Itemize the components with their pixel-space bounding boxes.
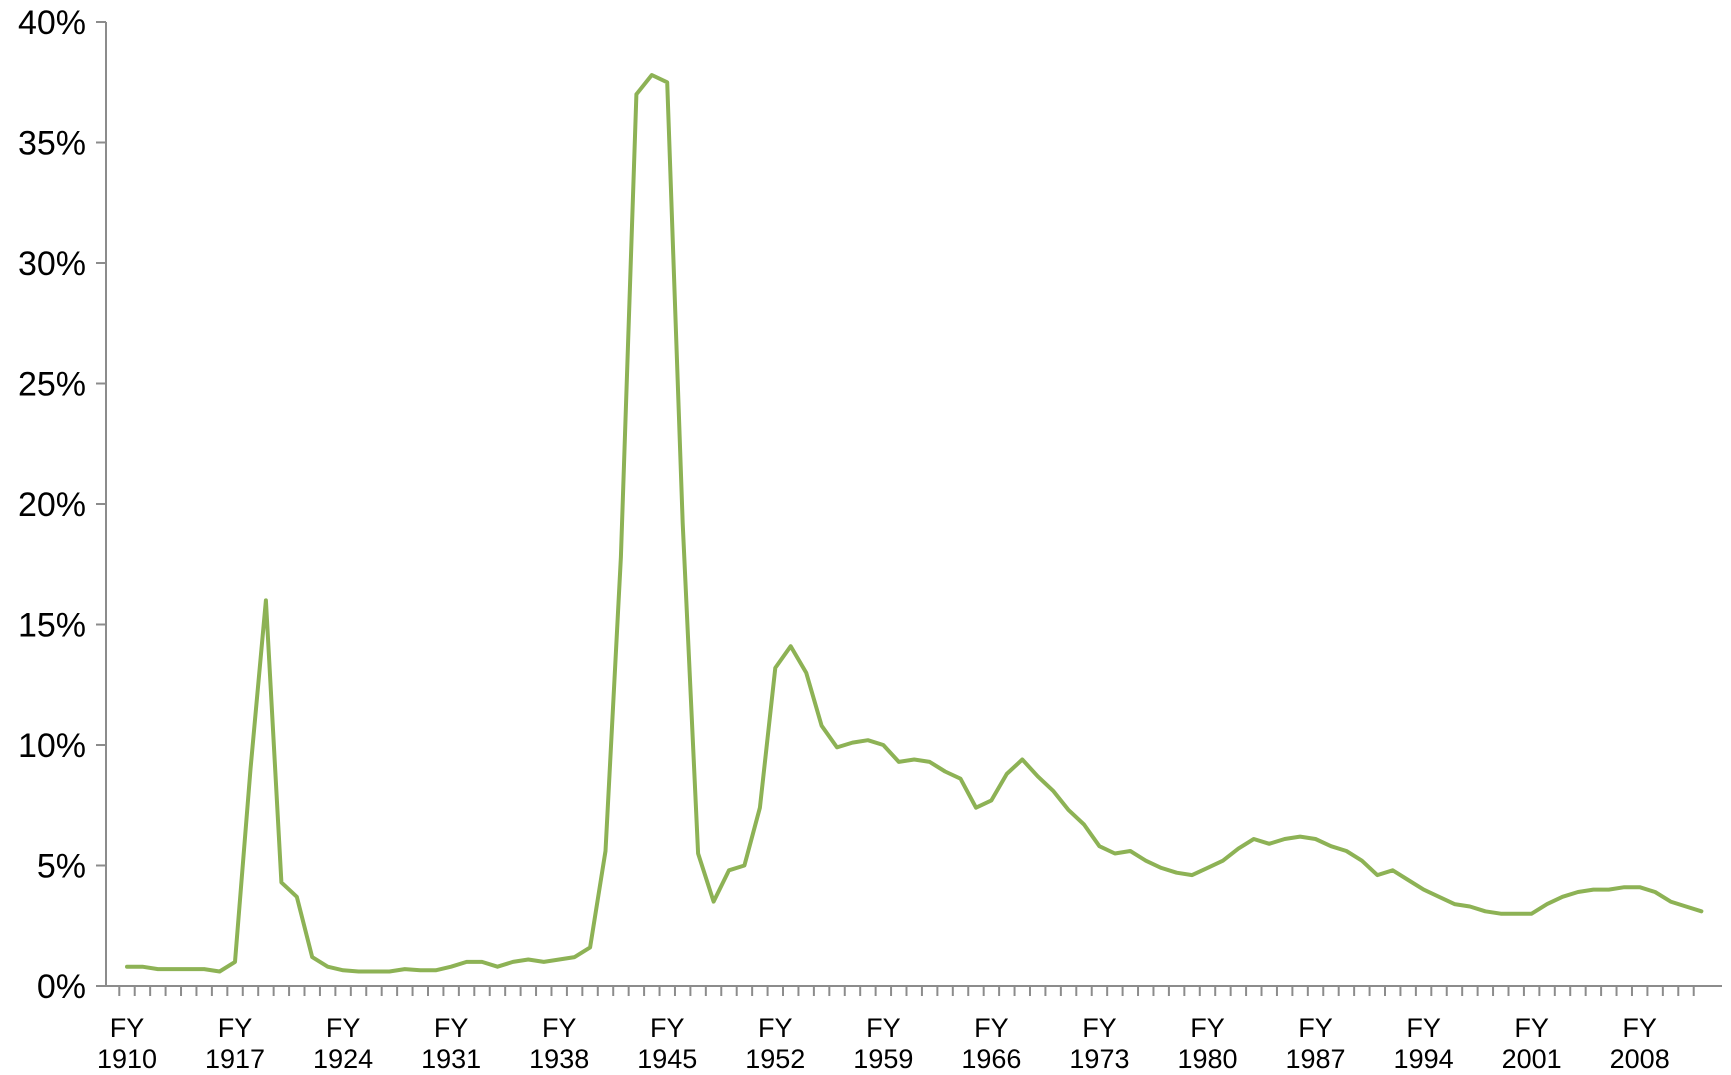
x-tick-label-prefix: FY xyxy=(1190,1013,1225,1043)
x-tick-label-year: 1952 xyxy=(745,1044,805,1074)
x-tick-label-year: 1980 xyxy=(1177,1044,1237,1074)
x-tick-label-year: 1987 xyxy=(1286,1044,1346,1074)
x-tick-label-prefix: FY xyxy=(218,1013,253,1043)
x-tick-label-prefix: FY xyxy=(110,1013,145,1043)
x-tick-label-prefix: FY xyxy=(650,1013,685,1043)
x-tick-label-year: 1966 xyxy=(961,1044,1021,1074)
y-tick-label: 0% xyxy=(37,968,86,1006)
x-tick-label-year: 1959 xyxy=(853,1044,913,1074)
y-tick-label: 40% xyxy=(18,4,86,42)
x-tick-label-prefix: FY xyxy=(1406,1013,1441,1043)
x-tick-label-prefix: FY xyxy=(866,1013,901,1043)
x-tick-label-prefix: FY xyxy=(758,1013,793,1043)
x-tick-label-prefix: FY xyxy=(1298,1013,1333,1043)
y-tick-label: 10% xyxy=(18,727,86,765)
x-tick-label-prefix: FY xyxy=(1514,1013,1549,1043)
x-tick-label-year: 1924 xyxy=(313,1044,373,1074)
x-tick-label-year: 2001 xyxy=(1502,1044,1562,1074)
x-tick-label-prefix: FY xyxy=(434,1013,469,1043)
series-line xyxy=(125,73,1704,974)
y-tick-label: 15% xyxy=(18,607,86,645)
x-tick-label-year: 1994 xyxy=(1394,1044,1454,1074)
y-tick-label: 20% xyxy=(18,486,86,524)
y-tick-label: 35% xyxy=(18,125,86,163)
series-layer xyxy=(125,73,1704,974)
x-tick-label-prefix: FY xyxy=(1082,1013,1117,1043)
y-tick-label: 25% xyxy=(18,366,86,404)
y-axis: 0% 5% 10% 15% 20% 25% 30% 35% 40% xyxy=(18,4,107,1006)
x-tick-label-year: 1910 xyxy=(97,1044,157,1074)
x-tick-label-year: 1945 xyxy=(637,1044,697,1074)
x-axis: FY1910FY1917FY1924FY1931FY1938FY1945FY19… xyxy=(97,985,1722,1074)
x-tick-label-prefix: FY xyxy=(326,1013,361,1043)
x-tick-label-year: 1931 xyxy=(421,1044,481,1074)
y-tick-label: 5% xyxy=(37,848,86,886)
x-tick-label-year: 2008 xyxy=(1610,1044,1670,1074)
x-tick-label-prefix: FY xyxy=(974,1013,1009,1043)
x-tick-label-year: 1938 xyxy=(529,1044,589,1074)
x-tick-label-year: 1973 xyxy=(1069,1044,1129,1074)
x-tick-label-year: 1917 xyxy=(205,1044,265,1074)
x-tick-label-prefix: FY xyxy=(1622,1013,1657,1043)
x-tick-label-prefix: FY xyxy=(542,1013,577,1043)
y-tick-label: 30% xyxy=(18,245,86,283)
